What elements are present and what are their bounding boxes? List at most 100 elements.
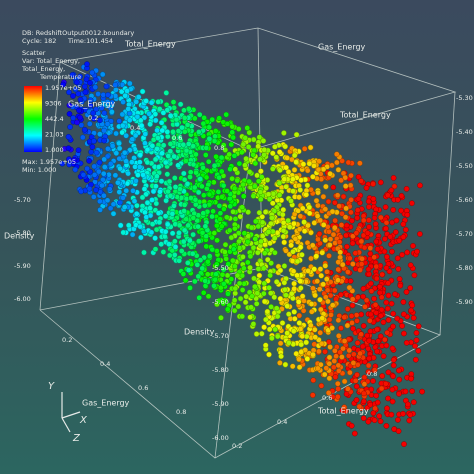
- point: [92, 84, 99, 91]
- point: [246, 178, 253, 185]
- point: [362, 303, 368, 310]
- point: [232, 216, 239, 222]
- point: [380, 319, 387, 326]
- point: [236, 280, 243, 287]
- point: [255, 178, 262, 185]
- point: [138, 234, 144, 241]
- point: [65, 133, 72, 140]
- point: [194, 261, 201, 268]
- point: [285, 340, 292, 346]
- point: [133, 178, 139, 184]
- point: [267, 272, 273, 279]
- point: [255, 266, 262, 272]
- point: [401, 441, 407, 447]
- point: [264, 308, 271, 315]
- point: [231, 152, 238, 159]
- point: [146, 110, 152, 117]
- tick-label: -5.80: [14, 229, 31, 237]
- point: [258, 238, 264, 245]
- point: [276, 192, 283, 198]
- point: [308, 301, 315, 307]
- point: [205, 293, 212, 300]
- point: [315, 189, 321, 196]
- point: [412, 343, 418, 349]
- point: [384, 329, 391, 336]
- point: [304, 167, 311, 174]
- point: [156, 106, 163, 112]
- point: [281, 279, 288, 286]
- point: [117, 199, 123, 206]
- point: [318, 382, 325, 389]
- point: [384, 305, 391, 312]
- point: [335, 277, 341, 284]
- point: [213, 222, 220, 229]
- point: [269, 166, 276, 172]
- point: [329, 162, 335, 169]
- point: [398, 192, 405, 199]
- point: [240, 254, 246, 260]
- point: [95, 168, 102, 175]
- point: [346, 284, 353, 291]
- tick-label: -5.50: [456, 162, 473, 170]
- point: [408, 307, 414, 314]
- point: [250, 151, 256, 158]
- point: [322, 206, 329, 213]
- point: [335, 386, 341, 392]
- point: [219, 194, 225, 200]
- point: [277, 360, 283, 366]
- point: [294, 258, 301, 265]
- point: [281, 176, 288, 183]
- point: [227, 166, 233, 172]
- point: [162, 159, 169, 166]
- point: [252, 283, 258, 290]
- point: [183, 147, 190, 154]
- point: [251, 275, 257, 282]
- point: [141, 228, 147, 235]
- point: [185, 267, 192, 273]
- point: [273, 305, 280, 312]
- point: [303, 339, 310, 346]
- point: [239, 272, 246, 279]
- point: [276, 180, 283, 187]
- point: [304, 182, 311, 189]
- point: [394, 255, 401, 262]
- point: [417, 231, 423, 237]
- point: [403, 289, 410, 295]
- point: [260, 265, 267, 272]
- point: [335, 259, 342, 265]
- point: [368, 280, 374, 287]
- point: [116, 118, 123, 124]
- point: [316, 230, 323, 237]
- point: [196, 111, 203, 118]
- point: [130, 187, 136, 194]
- point: [372, 301, 379, 308]
- point: [374, 348, 380, 355]
- point: [284, 303, 291, 309]
- point: [254, 249, 261, 256]
- point: [343, 222, 350, 229]
- point: [191, 184, 198, 191]
- point: [338, 177, 344, 184]
- point: [387, 233, 394, 240]
- point: [360, 323, 367, 329]
- point: [353, 383, 360, 390]
- point: [190, 161, 197, 168]
- point: [258, 330, 265, 337]
- point: [189, 250, 196, 257]
- point: [134, 202, 140, 209]
- point: [66, 111, 73, 117]
- point: [365, 266, 372, 273]
- point: [190, 231, 196, 238]
- point: [296, 364, 303, 371]
- point: [396, 391, 402, 397]
- point: [392, 229, 399, 235]
- point: [225, 291, 231, 297]
- point: [71, 156, 78, 163]
- point: [266, 284, 272, 291]
- point: [95, 91, 101, 97]
- point: [254, 290, 261, 297]
- point: [317, 296, 323, 303]
- point: [230, 246, 237, 253]
- point: [282, 286, 288, 293]
- point: [255, 143, 262, 150]
